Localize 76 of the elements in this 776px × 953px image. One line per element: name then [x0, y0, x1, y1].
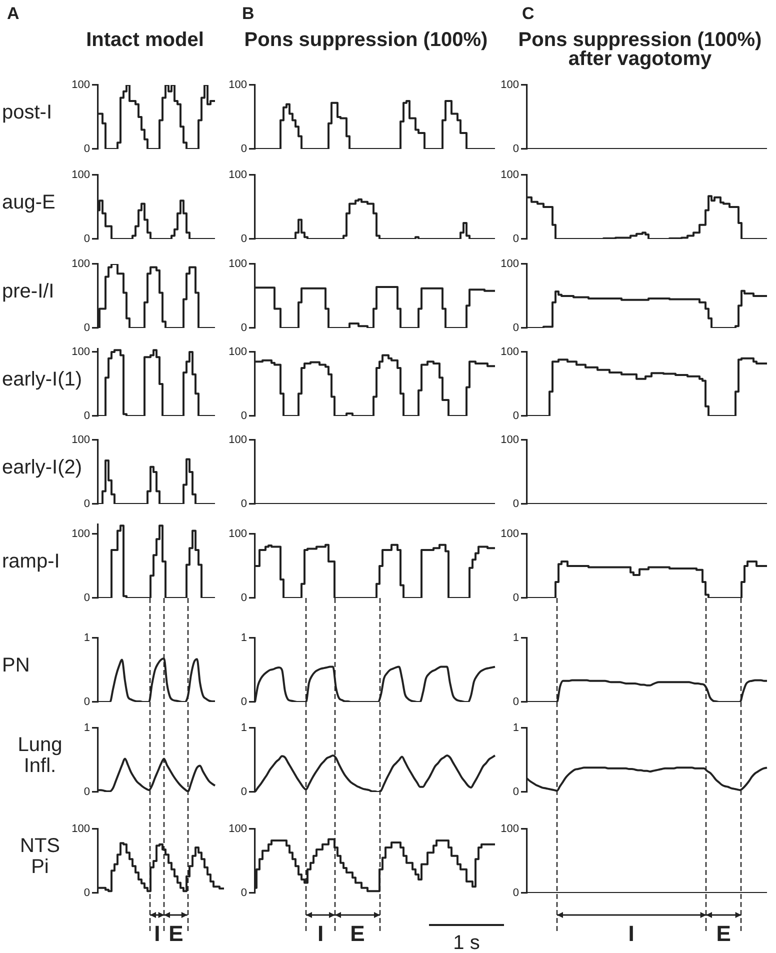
y-tick-label: 0: [84, 498, 90, 510]
y-tick-label: 0: [512, 592, 519, 604]
text: B: [242, 4, 254, 24]
y-axis-title: early-I(1): [2, 368, 82, 390]
y-tick-label: 100: [500, 434, 519, 446]
y-tick-label: 100: [228, 434, 247, 446]
y-tick-label: 0: [84, 696, 90, 708]
text: 1 s: [453, 932, 480, 953]
text: E: [350, 921, 365, 946]
chart-title: Intact model: [86, 29, 204, 51]
y-tick-label: 0: [512, 696, 519, 708]
text: A: [7, 4, 20, 24]
y-tick-label: 0: [512, 498, 519, 510]
y-tick-label: 0: [84, 410, 90, 422]
y-tick-label: 0: [84, 592, 90, 604]
text: I: [317, 921, 324, 946]
y-tick-label: 0: [240, 322, 247, 334]
y-tick-label: 0: [240, 143, 247, 156]
y-tick-label: 0: [240, 410, 247, 422]
chart-title: Pons suppression (100%) after vagotomy: [518, 29, 762, 70]
y-tick-label: 0: [240, 696, 247, 708]
y-tick-label: 0: [84, 786, 90, 798]
y-tick-label: 100: [228, 528, 247, 540]
y-tick-label: 100: [228, 346, 247, 358]
text: I: [628, 921, 634, 946]
y-tick-label: 0: [84, 322, 90, 334]
y-axis-title: ramp-I: [2, 550, 60, 572]
y-tick-label: 1: [512, 722, 519, 734]
y-axis-title: Lung Infl.: [18, 734, 62, 777]
y-tick-label: 100: [500, 528, 519, 540]
y-tick-label: 0: [84, 143, 90, 156]
y-tick-label: 100: [72, 258, 90, 270]
y-tick-label: 0: [240, 233, 247, 246]
y-tick-label: 0: [240, 786, 247, 798]
y-tick-label: 100: [72, 823, 90, 836]
y-tick-label: 1: [512, 632, 519, 644]
y-tick-label: 0: [512, 786, 519, 798]
y-tick-label: 1: [240, 632, 247, 644]
y-tick-label: 100: [228, 169, 247, 182]
y-tick-label: 0: [240, 498, 247, 510]
y-tick-label: 100: [500, 258, 519, 270]
y-tick-label: 100: [500, 823, 519, 836]
chart-title: Pons suppression (100%): [244, 29, 488, 51]
y-tick-label: 100: [72, 346, 90, 358]
y-tick-label: 100: [228, 258, 247, 270]
y-axis-title: pre-I/I: [2, 280, 54, 302]
y-tick-label: 0: [512, 410, 519, 422]
y-tick-label: 100: [72, 79, 90, 92]
y-tick-label: 1: [84, 722, 90, 734]
y-tick-label: 0: [240, 592, 247, 604]
y-axis-title: PN: [2, 654, 30, 676]
y-tick-label: 1: [240, 722, 247, 734]
text: E: [716, 921, 731, 946]
y-tick-label: 100: [228, 823, 247, 836]
text: E: [168, 921, 184, 946]
y-tick-label: 0: [512, 143, 519, 156]
text: C: [522, 4, 534, 24]
text: I: [154, 921, 160, 946]
y-tick-label: 1: [84, 632, 90, 644]
y-tick-label: 0: [512, 322, 519, 334]
y-tick-label: 0: [512, 887, 519, 900]
y-tick-label: 0: [512, 233, 519, 246]
y-tick-label: 100: [500, 169, 519, 182]
y-axis-title: NTS Pi: [20, 835, 60, 878]
y-tick-label: 0: [84, 887, 90, 900]
y-axis-title: aug-E: [2, 192, 56, 214]
y-tick-label: 0: [240, 887, 247, 900]
y-tick-label: 100: [228, 79, 247, 92]
y-tick-label: 0: [84, 233, 90, 246]
y-axis-title: early-I(2): [2, 456, 82, 478]
y-axis-title: post-I: [2, 102, 52, 124]
y-tick-label: 100: [500, 346, 519, 358]
y-tick-label: 100: [72, 169, 90, 182]
y-tick-label: 100: [72, 528, 90, 540]
y-tick-label: 100: [72, 434, 90, 446]
y-tick-label: 100: [500, 79, 519, 92]
